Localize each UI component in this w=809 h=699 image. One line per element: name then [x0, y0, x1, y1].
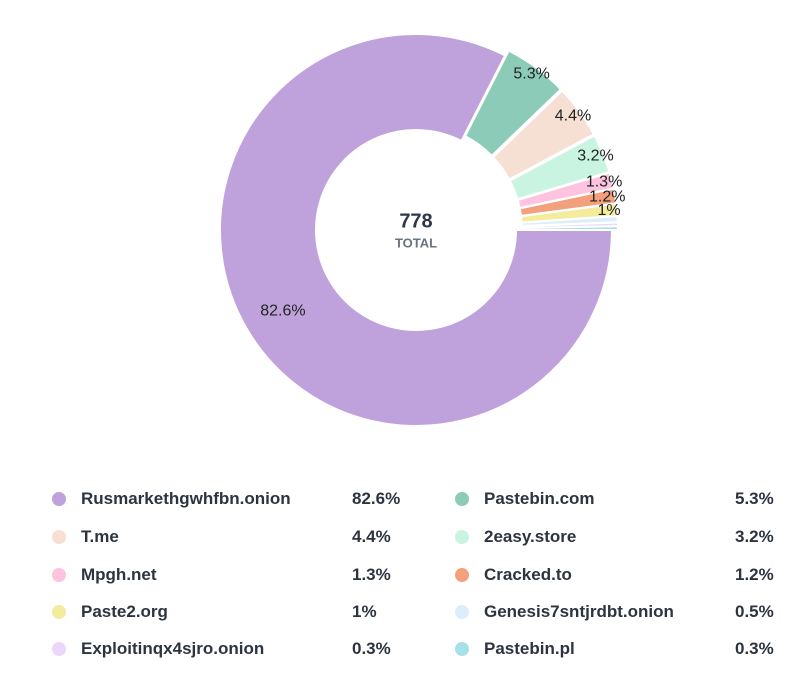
legend-label: Mpgh.net [81, 565, 157, 584]
legend-label: Pastebin.com [484, 489, 595, 508]
legend-item-paste2-org[interactable]: Paste2.org 1% [52, 593, 402, 631]
legend-item-exploitinqx4sjro-onion[interactable]: Exploitinqx4sjro.onion 0.3% [52, 630, 402, 668]
legend-swatch [455, 530, 469, 544]
legend-swatch [52, 530, 66, 544]
total-label: TOTAL [395, 235, 437, 250]
slice-label-mpgh-net: 1.3% [586, 174, 622, 191]
legend-label: 2easy.store [484, 527, 577, 546]
slice-label-2easy-store: 3.2% [577, 148, 613, 165]
legend-swatch [455, 568, 469, 582]
legend-value: 1% [352, 602, 377, 621]
legend-item-cracked-to[interactable]: Cracked.to 1.2% [455, 556, 785, 594]
legend-swatch [52, 492, 66, 506]
slice-pastebin-pl[interactable] [520, 225, 619, 231]
total-value: 778 [399, 210, 432, 232]
legend-value: 0.3% [735, 639, 774, 658]
legend-item-rusmarkethgwhfbn-onion[interactable]: Rusmarkethgwhfbn.onion 82.6% [52, 480, 402, 518]
legend-item-genesis7sntjrdbt-onion[interactable]: Genesis7sntjrdbt.onion 0.5% [455, 593, 785, 631]
legend-value: 0.5% [735, 602, 774, 621]
legend-value: 3.2% [735, 527, 774, 546]
slice-label-cracked-to: 1.2% [589, 188, 625, 205]
legend-item-pastebin-com[interactable]: Pastebin.com 5.3% [455, 480, 785, 518]
slice-label-t-me: 4.4% [555, 107, 591, 124]
legend-label: Exploitinqx4sjro.onion [81, 639, 265, 658]
legend-value: 1.2% [735, 565, 774, 584]
slice-pastebin-com[interactable] [463, 49, 563, 158]
legend-swatch [455, 605, 469, 619]
legend-label: Genesis7sntjrdbt.onion [484, 602, 674, 621]
donut-chart: 82.6% 5.3% 4.4% 3.2% 1.3%1.2%1% 778 TOTAL [219, 33, 625, 427]
legend-label: T.me [81, 527, 119, 546]
legend-label: Cracked.to [484, 565, 572, 584]
slice-rusmarkethgwhfbn-onion[interactable] [219, 33, 614, 427]
chart-legend: Rusmarkethgwhfbn.onion 82.6% Pastebin.com 5… [0, 480, 809, 680]
legend-swatch [52, 605, 66, 619]
legend-value: 4.4% [352, 527, 391, 546]
legend-swatch [455, 642, 469, 656]
legend-value: 1.3% [352, 565, 391, 584]
legend-swatch [52, 568, 66, 582]
slice-label-pastebin-com: 5.3% [513, 65, 549, 82]
legend-swatch [52, 642, 66, 656]
legend-item-t-me[interactable]: T.me 4.4% [52, 518, 402, 556]
legend-item-2easy-store[interactable]: 2easy.store 3.2% [455, 518, 785, 556]
slice-t-me[interactable] [491, 89, 596, 181]
legend-value: 82.6% [352, 489, 401, 508]
legend-item-pastebin-pl[interactable]: Pastebin.pl 0.3% [455, 630, 785, 668]
slice-label-paste2-org: 1% [597, 202, 620, 219]
legend-value: 0.3% [352, 639, 391, 658]
legend-item-mpgh-net[interactable]: Mpgh.net 1.3% [52, 556, 402, 594]
legend-label: Pastebin.pl [484, 639, 575, 658]
legend-swatch [455, 492, 469, 506]
legend-label: Paste2.org [81, 602, 168, 621]
slice-label-rusmarkethgwhfbn-onion: 82.6% [260, 303, 305, 320]
legend-label: Rusmarkethgwhfbn.onion [81, 489, 291, 508]
legend-value: 5.3% [735, 489, 774, 508]
